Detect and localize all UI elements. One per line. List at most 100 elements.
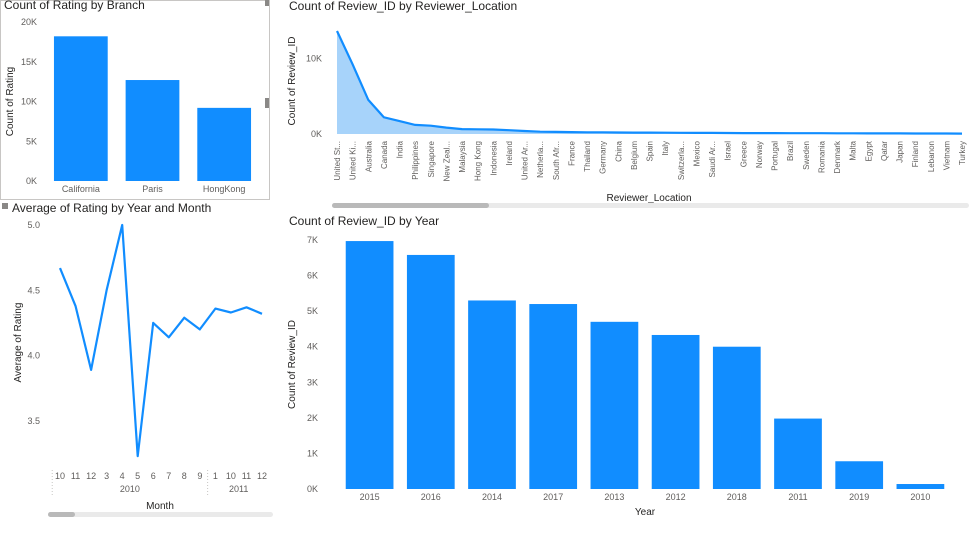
x-tick-label: 9 (197, 471, 202, 481)
x-tick-label: HongKong (203, 184, 246, 194)
x-tick-label: 1 (213, 471, 218, 481)
x-tick-label: United Ar... (521, 141, 530, 180)
x-group-label: 2011 (229, 484, 248, 494)
resize-handle-icon[interactable] (265, 0, 269, 6)
y-tick-label: 3.5 (27, 416, 40, 426)
x-tick-label: 3 (104, 471, 109, 481)
y-tick-label: 15K (21, 57, 37, 67)
x-tick-label: India (396, 140, 405, 158)
y-tick-label: 1K (307, 448, 318, 458)
x-tick-label: United Ki... (349, 141, 358, 180)
chart-title: Count of Rating by Branch (4, 0, 145, 12)
x-tick-label: China (614, 140, 623, 161)
horizontal-scrollbar[interactable] (332, 203, 969, 208)
x-tick-label: South Afr... (552, 141, 561, 180)
x-tick-label: Portugal (771, 141, 780, 171)
avg-rating-chart-visual[interactable]: Average of Rating by Year and Month 3.5 4… (0, 200, 280, 544)
x-tick-label: 11 (242, 471, 251, 481)
y-tick-label: 10K (306, 53, 322, 63)
chart-title: Average of Rating by Year and Month (12, 201, 212, 215)
x-tick-label: 2015 (360, 492, 380, 502)
horizontal-scrollbar[interactable] (48, 512, 273, 517)
scrollbar-thumb[interactable] (48, 512, 75, 517)
x-tick-label: Italy (661, 141, 670, 156)
bar (590, 321, 639, 489)
x-tick-label: 2013 (604, 492, 624, 502)
x-tick-label: Indonesia (489, 140, 498, 175)
x-tick-label: Brazil (786, 141, 795, 161)
x-tick-label: 4 (120, 471, 125, 481)
bar (529, 304, 578, 489)
chart-title: Count of Review_ID by Year (289, 214, 440, 228)
x-tick-label: Canada (380, 140, 389, 169)
x-tick-label: Israel (724, 141, 733, 161)
x-tick-label: 2017 (543, 492, 563, 502)
x-tick-label: 2014 (482, 492, 502, 502)
y-tick-label: 6K (307, 271, 318, 281)
x-tick-label: Turkey (958, 141, 967, 165)
x-tick-label: 2012 (666, 492, 686, 502)
x-axis-title: Year (635, 507, 656, 518)
chart-title: Count of Review_ID by Reviewer_Location (289, 0, 518, 13)
bar (345, 241, 394, 489)
x-tick-label: Denmark (833, 140, 842, 173)
location-area-chart: 0K 10K United St... United Ki... Australia Ca… (287, 30, 967, 204)
branch-chart-visual[interactable]: Count of Rating by Branch 0K 5K 10K 15K 20K C… (0, 0, 270, 200)
series-line (58, 223, 263, 458)
y-tick-label: 3K (307, 377, 318, 387)
x-tick-label: Finland (911, 141, 920, 167)
scrollbar-thumb[interactable] (332, 203, 489, 208)
bar (651, 334, 700, 489)
x-tick-label: Japan (896, 141, 905, 163)
year-bar-chart: 0K 1K 2K 3K 4K 5K 6K 7K 2015 2016 2014 2017 2013 2012… (287, 235, 945, 518)
x-tick-label: Australia (364, 140, 373, 172)
bar (774, 418, 822, 489)
bar (53, 36, 108, 182)
x-tick-label: Belgium (630, 141, 639, 170)
x-tick-label: 2010 (910, 492, 930, 502)
x-tick-label: 11 (71, 471, 80, 481)
x-tick-label: California (62, 184, 100, 194)
x-group-label: 2010 (120, 484, 140, 494)
bar (835, 461, 884, 489)
avg-rating-line-chart: 3.5 4.0 4.5 5.0 10 11 12 3 4 5 6 7 8 9 1 10 11 12 2010 2011… (13, 220, 267, 512)
x-tick-label: 2018 (727, 492, 747, 502)
x-tick-label: Lebanon (927, 141, 936, 172)
visual-selection-border (0, 0, 270, 200)
area-fill (337, 31, 962, 134)
x-axis-title: Month (146, 501, 174, 512)
x-tick-label: Greece (739, 140, 748, 167)
x-tick-label: 10 (226, 471, 236, 481)
bar (406, 254, 455, 489)
x-axis-title: Reviewer_Location (606, 193, 691, 204)
x-tick-label: Hong Kong (474, 141, 483, 181)
x-tick-label: Norway (755, 141, 764, 168)
y-tick-label: 7K (307, 235, 318, 245)
x-tick-label: Spain (646, 141, 655, 161)
x-tick-label: Singapore (427, 140, 436, 177)
x-tick-label: Egypt (864, 140, 873, 161)
x-tick-label: Saudi Ar... (708, 141, 717, 177)
year-chart-visual[interactable]: Count of Review_ID by Year 0K 1K 2K 3K 4K 5K 6… (280, 210, 971, 544)
y-tick-label: 5K (26, 136, 37, 146)
y-tick-label: 0K (26, 176, 37, 186)
series-line (336, 30, 963, 135)
y-tick-label: 5K (307, 306, 318, 316)
bar (468, 300, 516, 489)
bar (197, 107, 252, 181)
y-axis-title: Count of Rating (5, 67, 16, 137)
location-chart-visual[interactable]: Count of Review_ID by Reviewer_Location … (280, 0, 971, 210)
x-tick-label: United St... (333, 141, 342, 181)
resize-handle-icon[interactable] (2, 203, 8, 209)
y-tick-label: 0K (311, 129, 322, 139)
x-tick-label: Mexico (692, 140, 701, 166)
x-tick-label: Philippines (411, 141, 420, 180)
x-tick-label: 12 (257, 471, 267, 481)
bar (125, 80, 180, 181)
resize-handle-icon[interactable] (265, 98, 269, 108)
y-tick-label: 4K (307, 342, 318, 352)
x-tick-label: Switzerla... (677, 141, 686, 180)
x-tick-label: Vietnam (942, 141, 951, 171)
y-tick-label: 4.0 (27, 351, 40, 361)
x-tick-label: Sweden (802, 141, 811, 170)
